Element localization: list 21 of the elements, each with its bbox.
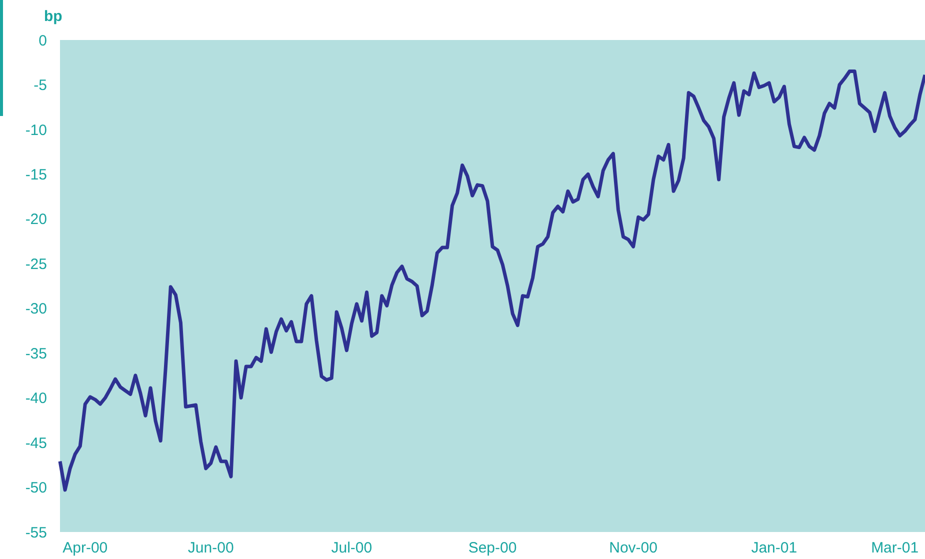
y-tick-label: 0 [38, 32, 47, 50]
line-series [58, 70, 925, 492]
x-tick-label: Jan-01 [751, 540, 798, 557]
y-tick-label: -20 [25, 211, 47, 228]
x-tick-label: Mar-01 [871, 540, 919, 557]
y-tick-label: -55 [25, 524, 47, 542]
x-tick-label: Jun-00 [188, 540, 234, 557]
y-tick-label: -45 [25, 434, 47, 452]
y-tick-label: -5 [34, 77, 47, 94]
y-tick-label: -25 [25, 256, 47, 273]
y-tick-label: -50 [25, 480, 47, 497]
y-tick-label: -30 [25, 300, 47, 318]
x-tick-label: Jul-00 [331, 540, 372, 557]
x-tick-label: Sep-00 [468, 540, 517, 557]
y-tick-label: -10 [25, 122, 47, 139]
x-tick-label: Nov-00 [609, 540, 658, 557]
y-tick-label: -15 [25, 166, 47, 184]
y-tick-label: -40 [25, 390, 47, 408]
y-axis-title: bp [44, 8, 62, 25]
x-tick-label: Apr-00 [62, 540, 108, 557]
y-tick-label: -35 [25, 345, 47, 362]
